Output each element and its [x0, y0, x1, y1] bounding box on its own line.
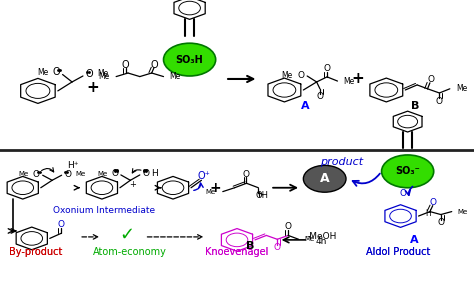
Text: A: A: [320, 172, 329, 185]
Text: +: +: [129, 180, 136, 189]
Text: +: +: [210, 181, 221, 195]
Text: A: A: [301, 101, 310, 111]
Text: Me: Me: [99, 72, 110, 81]
Text: O: O: [438, 218, 444, 227]
Text: O: O: [64, 170, 71, 179]
Text: H: H: [151, 169, 158, 178]
Text: Me: Me: [344, 77, 355, 86]
Text: O: O: [58, 221, 64, 229]
Text: +: +: [352, 72, 364, 86]
Circle shape: [164, 43, 216, 76]
Text: O⁺: O⁺: [197, 171, 210, 181]
Text: Me: Me: [456, 84, 467, 93]
Text: Aldol Product: Aldol Product: [366, 247, 430, 257]
Text: Me: Me: [76, 171, 86, 177]
Text: Me: Me: [282, 71, 293, 80]
Text: O: O: [429, 198, 436, 207]
Text: SO₃⁻: SO₃⁻: [395, 166, 420, 176]
Text: Me: Me: [98, 69, 109, 78]
Text: O: O: [297, 71, 304, 80]
Text: +: +: [86, 80, 99, 95]
Text: O: O: [85, 69, 93, 79]
Text: O: O: [142, 169, 149, 178]
Text: Knoevenagel: Knoevenagel: [205, 247, 269, 257]
Text: Knoevenagel: Knoevenagel: [205, 247, 269, 257]
Text: By-product: By-product: [9, 247, 62, 257]
Text: O: O: [52, 67, 60, 77]
Text: O: O: [324, 64, 330, 73]
Circle shape: [382, 155, 434, 188]
Text: O: O: [274, 243, 281, 252]
Text: Atom-economy: Atom-economy: [93, 247, 167, 257]
Text: O: O: [33, 170, 39, 179]
Text: Me: Me: [37, 68, 48, 77]
Text: 4h: 4h: [316, 237, 327, 246]
Text: O: O: [150, 60, 158, 70]
Text: Me: Me: [457, 209, 468, 215]
Text: -MeOH: -MeOH: [306, 232, 337, 241]
Text: H⁺: H⁺: [67, 161, 78, 170]
Text: B: B: [410, 101, 419, 111]
Text: O: O: [400, 189, 406, 198]
Text: OH: OH: [255, 191, 269, 200]
Text: B: B: [246, 241, 254, 251]
Text: O: O: [317, 92, 323, 101]
Text: O: O: [436, 97, 443, 106]
Text: By-product: By-product: [9, 247, 62, 257]
Text: Me: Me: [305, 236, 315, 242]
Text: Oxonium Intermediate: Oxonium Intermediate: [53, 206, 155, 215]
Text: Me: Me: [170, 72, 181, 81]
Text: Me: Me: [205, 189, 216, 195]
Text: O: O: [111, 169, 118, 178]
Text: SO₃H: SO₃H: [176, 55, 203, 65]
Text: Me: Me: [98, 171, 108, 177]
Text: product: product: [320, 157, 363, 167]
Text: A: A: [410, 235, 419, 245]
Text: O: O: [122, 60, 129, 70]
Text: O: O: [285, 222, 292, 231]
Text: ✓: ✓: [119, 226, 135, 243]
Text: O: O: [428, 75, 435, 84]
Text: O: O: [243, 170, 250, 179]
Text: Me: Me: [18, 171, 28, 177]
Text: Aldol Product: Aldol Product: [366, 247, 430, 257]
Circle shape: [303, 165, 346, 192]
Text: H: H: [425, 209, 431, 218]
